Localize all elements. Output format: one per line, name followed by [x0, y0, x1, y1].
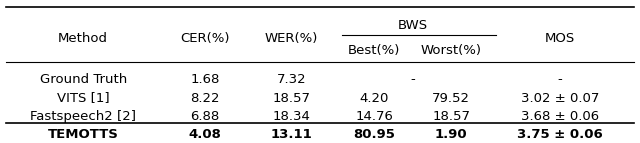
Text: 80.95: 80.95: [353, 128, 396, 141]
Text: WER(%): WER(%): [264, 32, 318, 45]
Text: 18.57: 18.57: [272, 92, 310, 105]
Text: 18.34: 18.34: [272, 110, 310, 123]
Text: 18.57: 18.57: [432, 110, 470, 123]
Text: Fastspeech2 [2]: Fastspeech2 [2]: [30, 110, 136, 123]
Text: Ground Truth: Ground Truth: [40, 73, 127, 86]
Text: -: -: [557, 73, 563, 86]
Text: 6.88: 6.88: [190, 110, 220, 123]
Text: Best(%): Best(%): [348, 44, 401, 57]
Text: Worst(%): Worst(%): [420, 44, 482, 57]
Text: 14.76: 14.76: [355, 110, 394, 123]
Text: -: -: [410, 73, 415, 86]
Text: CER(%): CER(%): [180, 32, 230, 45]
Text: 7.32: 7.32: [276, 73, 306, 86]
Text: 3.68 ± 0.06: 3.68 ± 0.06: [521, 110, 599, 123]
Text: 79.52: 79.52: [432, 92, 470, 105]
Text: 3.75 ± 0.06: 3.75 ± 0.06: [517, 128, 603, 141]
Text: Method: Method: [58, 32, 108, 45]
Text: VITS [1]: VITS [1]: [57, 92, 109, 105]
Text: 8.22: 8.22: [190, 92, 220, 105]
Text: 4.20: 4.20: [360, 92, 389, 105]
Text: TEMOTTS: TEMOTTS: [48, 128, 118, 141]
Text: 4.08: 4.08: [188, 128, 221, 141]
Text: 3.02 ± 0.07: 3.02 ± 0.07: [521, 92, 599, 105]
Text: 1.90: 1.90: [435, 128, 467, 141]
Text: BWS: BWS: [397, 19, 428, 32]
Text: 1.68: 1.68: [190, 73, 220, 86]
Text: 13.11: 13.11: [270, 128, 312, 141]
Text: MOS: MOS: [545, 32, 575, 45]
